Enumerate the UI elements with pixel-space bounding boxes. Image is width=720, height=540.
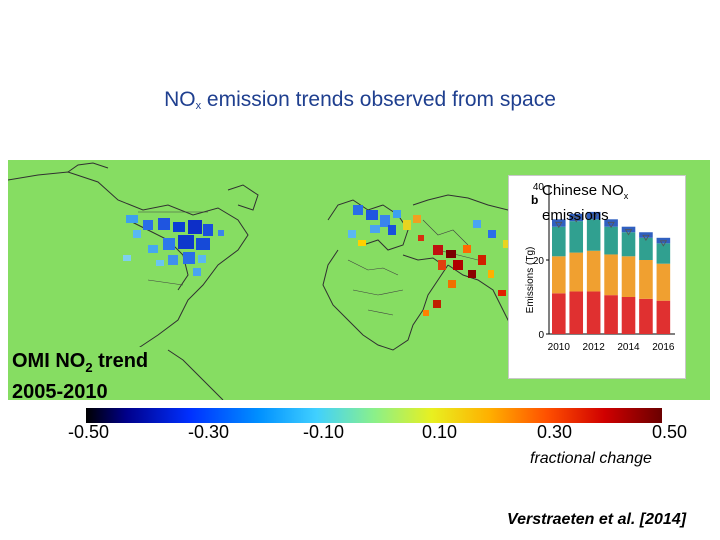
bar-segment (621, 256, 636, 297)
y-tick-label: 20 (533, 256, 545, 267)
total-marker (572, 216, 580, 223)
bar-segment (552, 219, 566, 227)
colorbar-tick: -0.50 (68, 422, 110, 442)
trend-label: OMI NO2 trend 2005-2010 (10, 347, 155, 400)
emissions-bar-chart: 0 20 40 2010 2012 2014 2016 Emissions (Tg) b (525, 182, 675, 353)
colorbar-tick: 0.50 (652, 422, 688, 442)
world-map (8, 162, 529, 400)
bar-segment (639, 260, 653, 299)
colorbar-tick: 0.30 (537, 422, 573, 442)
colorbar (86, 408, 662, 423)
country-borders (138, 211, 479, 316)
x-tick-label: 2010 (548, 342, 571, 353)
trend-label-line2: 2005-2010 (12, 381, 108, 400)
bar-segment (586, 250, 601, 292)
bar-segment (569, 291, 584, 334)
x-tick-label: 2014 (617, 342, 640, 353)
colorbar-tick: -0.30 (188, 422, 230, 442)
bar-segment (586, 219, 601, 251)
bar-segment (569, 252, 584, 292)
no2-trend-map: OMI NO2 trend 2005-2010 0 20 40 2010 2012 201… (8, 160, 710, 400)
chinese-emissions-inset: 0 20 40 2010 2012 2014 2016 Emissions (Tg) b (508, 175, 686, 379)
inset-caption-line2: emissions (542, 207, 609, 224)
bar-segment (639, 298, 653, 334)
bar-segment (586, 211, 601, 220)
bar-segment (552, 293, 566, 334)
page-title: NOx emission trends observed from space (164, 88, 556, 112)
bar-segment (656, 243, 671, 264)
colorbar-tick: -0.10 (303, 422, 345, 442)
bar-segment (552, 256, 566, 294)
europe-trend-region (348, 205, 424, 246)
bar-segment (639, 237, 653, 260)
bar-segment (552, 226, 566, 257)
middle-east-increase-region (423, 220, 509, 316)
bar-segment (656, 263, 671, 301)
bar-segment (569, 221, 584, 253)
inset-caption-line1: Chinese NOx (542, 182, 629, 201)
total-marker (659, 240, 668, 247)
total-marker (607, 221, 615, 229)
usa-decrease-region (123, 215, 224, 276)
bar-segment (569, 213, 584, 222)
bar-segment (621, 232, 636, 257)
panel-letter: b (531, 193, 538, 207)
trend-label-line1: OMI NO2 trend (12, 350, 149, 375)
total-marker (555, 221, 563, 229)
bar-segment (604, 219, 618, 227)
bar-segment (586, 291, 601, 334)
citation: Verstraeten et al. [2014] (507, 511, 687, 528)
x-tick-label: 2016 (652, 342, 675, 353)
bar-segment (621, 297, 636, 334)
y-tick-label: 40 (533, 182, 545, 193)
x-tick-label: 2012 (583, 342, 606, 353)
y-axis-label: Emissions (Tg) (525, 247, 536, 314)
total-marker (589, 214, 598, 221)
colorbar-label: fractional change (530, 450, 652, 467)
bar-segment (604, 226, 618, 255)
total-marker (624, 229, 633, 236)
bar-segment (656, 300, 671, 334)
total-marker (642, 234, 650, 242)
inset-caption: Chinese NOx emissions (542, 181, 628, 226)
bar-segment (604, 295, 618, 334)
y-tick-label: 0 (538, 330, 544, 341)
colorbar-tick: 0.10 (422, 422, 458, 442)
bar-segment (604, 254, 618, 296)
